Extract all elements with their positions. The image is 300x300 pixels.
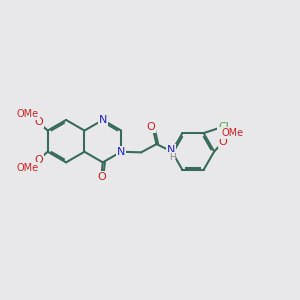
Text: O: O <box>34 117 43 127</box>
Text: O: O <box>97 172 106 182</box>
Text: H: H <box>169 153 176 162</box>
Text: N: N <box>167 145 176 155</box>
Text: OMe: OMe <box>221 128 243 138</box>
Text: OMe: OMe <box>17 109 39 119</box>
Text: N: N <box>117 147 125 157</box>
Text: O: O <box>147 122 156 132</box>
Text: N: N <box>99 115 107 125</box>
Text: Cl: Cl <box>218 122 229 132</box>
Text: O: O <box>219 137 227 147</box>
Text: O: O <box>34 155 43 165</box>
Text: OMe: OMe <box>17 163 39 173</box>
